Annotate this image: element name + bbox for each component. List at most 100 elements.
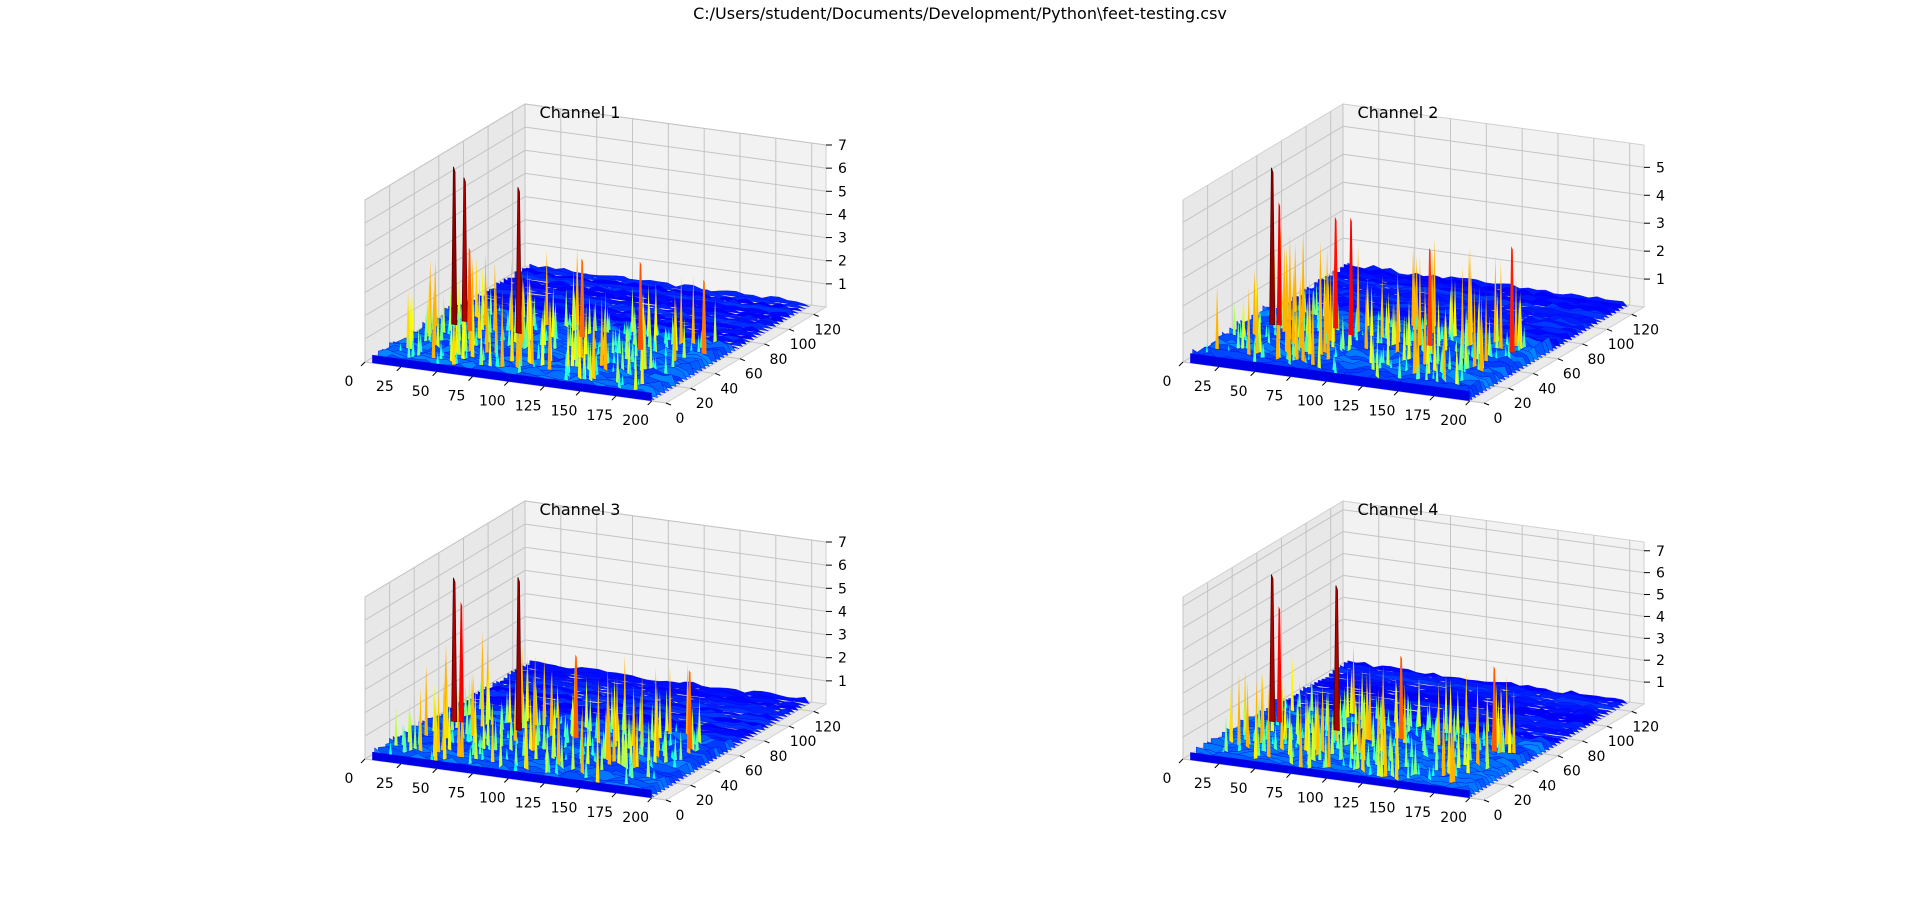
grid-line-z [1182,153,1645,251]
x-tick [647,797,653,803]
surface-peak [1348,217,1354,336]
surface-spike [1395,280,1400,363]
surface-strip [511,670,792,715]
surface-spike [1423,284,1427,369]
x-tick-label: 125 [1333,795,1360,811]
surface-spike [1348,749,1353,773]
surface-spike [524,709,529,775]
x-tick [539,386,545,391]
surface-spike [1465,342,1470,375]
subplot-title: Channel 4 [1358,500,1439,519]
surface-spike [1237,732,1242,755]
surface-spike [1279,683,1284,752]
surface-spike [442,699,447,763]
surface-front-edge [1190,353,1470,401]
surface-spike [457,270,462,325]
surface-spike [624,761,629,791]
y-tick-label: 100 [790,337,817,353]
x-tick-label: 100 [1297,394,1324,410]
surface-spike [603,290,608,375]
surface-spike [1507,702,1512,762]
surface-spike [521,690,526,733]
grid-line-z [364,546,827,644]
z-tick-label: 3 [1656,631,1665,647]
surface-spike [1501,722,1506,761]
surface-spike [1307,723,1312,772]
x-tick [396,763,402,769]
surface-spike [433,698,438,765]
surface-spike [591,315,596,384]
surface-spike [474,327,479,349]
grid-line-z [1182,181,1645,279]
surface-spike [508,710,513,756]
surface-strip [496,282,777,327]
surface-spike [1245,680,1250,753]
y-tick [665,799,672,803]
z-tick-label: 6 [838,161,847,177]
surface-spike [630,287,635,338]
y-tick [764,343,770,347]
surface [1190,574,1628,798]
surface-spike [1504,675,1509,750]
y-tick-label: 120 [1632,719,1659,735]
surface-spike [670,341,675,376]
y-tick-label: 80 [1588,749,1606,765]
surface-spike [1475,697,1480,771]
surface-spike [1434,737,1439,776]
surface-spike [1240,310,1245,358]
surface-spike [679,276,684,350]
x-tick [1286,376,1291,381]
grid-line-x [651,540,813,799]
grid-line-z [364,219,827,317]
x-tick [503,778,509,783]
x-tick [1465,400,1471,406]
surface-spike [1324,693,1329,737]
surface-spike [1326,289,1331,370]
surface-peak [1509,246,1515,353]
surface-spike [713,300,718,349]
surface-spike [1440,321,1444,345]
surface-spike [542,716,547,755]
surface-spike [1232,301,1237,346]
x-tick-label: 100 [479,394,506,410]
surface-spike [456,688,461,763]
y-tick-label: 60 [745,367,763,383]
z-tick-label: 7 [838,535,847,551]
surface-spike [585,717,590,772]
surface-spike [616,714,621,771]
y-tick-label: 40 [1538,381,1556,397]
x-tick-label: 175 [1404,805,1431,821]
x-tick [432,371,438,377]
x-tick [360,758,366,764]
surface-spike [465,726,470,745]
surface-spike [1366,741,1371,775]
x-tick [468,376,473,381]
x-tick-label: 75 [1266,786,1284,802]
grid-line-z [364,569,827,667]
y-tick-label: 0 [1494,808,1503,824]
x-tick [1357,386,1363,391]
surface-spike [481,706,486,758]
x-tick [1321,381,1327,386]
surface-strip [1336,666,1617,711]
x-tick [1429,395,1435,401]
x-tick-label: 50 [1230,781,1248,797]
grid-line-z [364,523,827,621]
surface-spike [609,687,614,734]
surface-spike [1304,691,1308,756]
surface-spike [423,313,428,347]
x-tick [575,390,581,396]
surface-peak [458,601,464,723]
surface-spike [480,668,485,736]
surface-spike [406,335,411,364]
surface-spike [1237,673,1241,752]
surface-spike [1417,255,1422,350]
y-tick-label: 20 [696,793,714,809]
surface-spike [416,325,421,363]
surface-spike [672,295,677,368]
surface-spike [620,339,625,377]
surface-spike [549,671,554,745]
surface-spike [1338,730,1343,763]
y-tick-label: 100 [790,734,817,750]
x-tick-label: 50 [412,781,430,797]
